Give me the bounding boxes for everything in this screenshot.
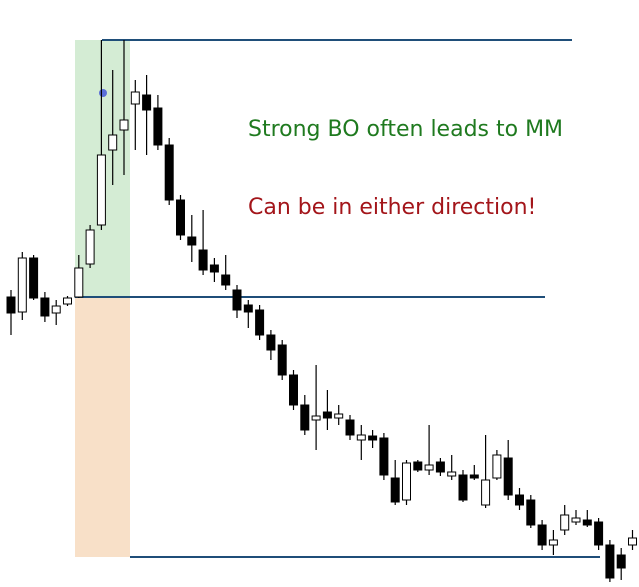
candle-body bbox=[356, 434, 366, 441]
candle-body bbox=[560, 514, 570, 531]
candle-body bbox=[402, 462, 411, 501]
cursor-dot bbox=[99, 89, 107, 97]
candle-body bbox=[300, 404, 310, 431]
candle-body bbox=[266, 334, 276, 351]
candle-body bbox=[51, 305, 61, 314]
candle-body bbox=[209, 264, 219, 273]
candle-body bbox=[130, 91, 140, 105]
candle-body bbox=[96, 154, 106, 226]
candle-body bbox=[628, 537, 637, 546]
candle-body bbox=[198, 249, 208, 271]
candle-body bbox=[108, 134, 118, 151]
candle-body bbox=[458, 474, 468, 501]
candle-body bbox=[17, 257, 27, 313]
candle-body bbox=[232, 289, 242, 311]
candle-body bbox=[40, 297, 50, 317]
candle-body bbox=[413, 461, 423, 471]
candle-body bbox=[289, 374, 298, 406]
candle-body bbox=[435, 461, 445, 473]
candle-body bbox=[85, 229, 95, 265]
candle-body bbox=[368, 435, 378, 441]
candle-body bbox=[6, 296, 16, 314]
candle-body bbox=[187, 236, 197, 246]
candle-body bbox=[390, 477, 400, 503]
candle-body bbox=[63, 297, 72, 305]
candle-body bbox=[334, 413, 344, 419]
candle-body bbox=[322, 411, 332, 419]
candle-body bbox=[481, 479, 491, 506]
candle-body bbox=[616, 554, 626, 569]
candle-body bbox=[153, 107, 163, 146]
candle-body bbox=[571, 517, 581, 523]
annotation: Strong BO often leads to MM bbox=[248, 117, 563, 142]
candle-body bbox=[594, 521, 604, 546]
annotation: Can be in either direction! bbox=[248, 195, 536, 220]
candle-body bbox=[164, 144, 174, 201]
candle-body bbox=[537, 524, 547, 546]
candle-body bbox=[379, 437, 389, 476]
candle-body bbox=[119, 119, 129, 131]
candle-body bbox=[526, 499, 536, 526]
candle-body bbox=[548, 539, 558, 546]
candle-body bbox=[221, 274, 231, 286]
candle-body bbox=[74, 267, 84, 298]
candle-body bbox=[345, 419, 355, 436]
candle-body bbox=[424, 464, 434, 471]
candle-body bbox=[255, 309, 265, 336]
candle-body bbox=[243, 304, 253, 313]
candle-body bbox=[142, 94, 152, 111]
candle-body bbox=[311, 415, 321, 421]
candle-body bbox=[176, 199, 185, 236]
candle-body bbox=[515, 494, 524, 506]
candle-body bbox=[469, 474, 479, 479]
candle-body bbox=[605, 544, 615, 579]
candle-body bbox=[277, 344, 287, 376]
candle-body bbox=[582, 519, 592, 526]
candle-body bbox=[503, 457, 513, 496]
candle-body bbox=[29, 257, 39, 299]
candle-body bbox=[447, 471, 457, 477]
measured-move-zone bbox=[75, 297, 130, 557]
candle-body bbox=[492, 454, 502, 479]
